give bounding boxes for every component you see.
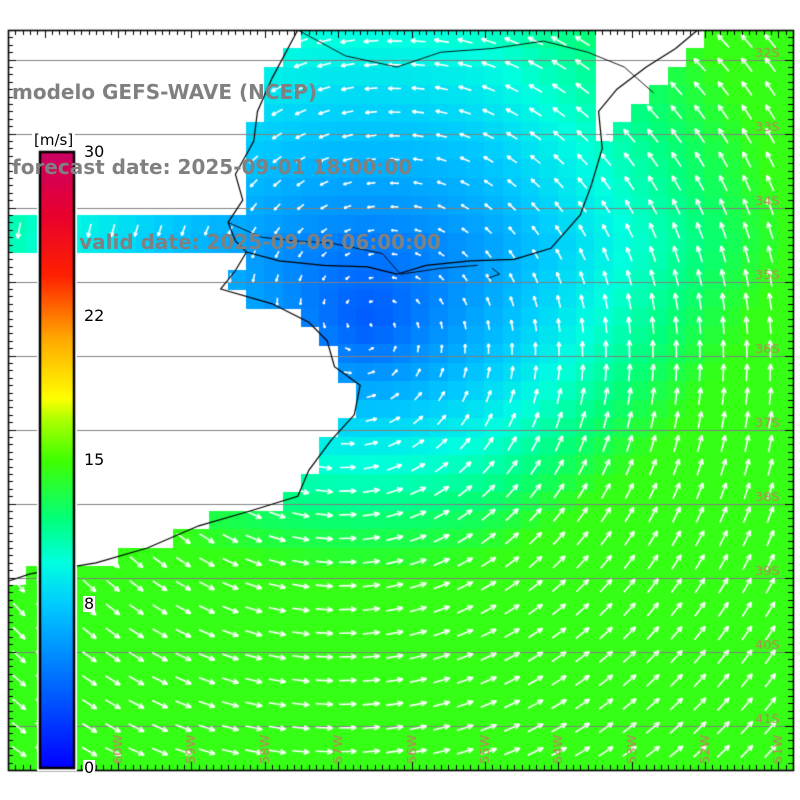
colorbar-tick-15: 15 bbox=[83, 450, 106, 469]
colorbar-tick-8: 8 bbox=[83, 593, 96, 613]
colorbar-unit-label: [m/s] bbox=[32, 131, 76, 149]
colorbar-tick-22: 22 bbox=[83, 306, 106, 326]
colorbar-tick-0: 0 bbox=[83, 758, 96, 777]
colorbar-tick-30: 30 bbox=[83, 142, 106, 161]
